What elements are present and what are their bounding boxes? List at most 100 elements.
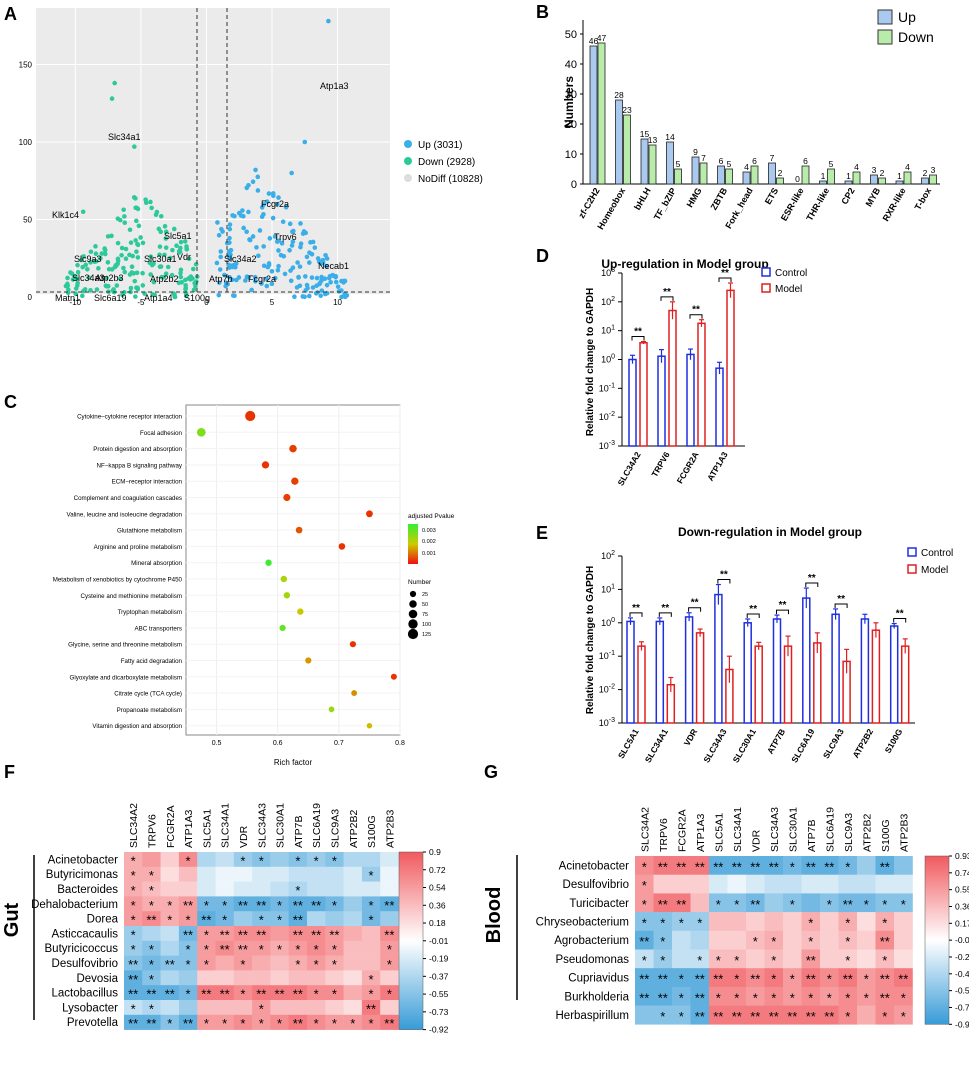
- down-point: [136, 223, 142, 229]
- heatmap-column-label: ATP2B2: [348, 810, 360, 848]
- up-point: [339, 278, 344, 284]
- heatmap-cell: [894, 893, 913, 913]
- heatmap-row-label: Butyricimonas: [46, 869, 118, 881]
- up-point: [233, 264, 238, 270]
- heatmap-row-label: Bacteroides: [57, 884, 118, 896]
- gene-tick: S100G: [883, 727, 905, 755]
- heatmap-cell: [801, 949, 821, 969]
- scale-label: -0.92: [429, 1025, 449, 1035]
- down-point: [190, 266, 196, 272]
- down-point: [98, 255, 103, 261]
- heatmap-cell: [343, 1000, 363, 1016]
- up-point: [230, 277, 235, 283]
- pathway-label: Vitamin digestion and absorption: [92, 723, 182, 730]
- down-point: [84, 266, 90, 272]
- pathway-bubble: [390, 673, 397, 680]
- up-point: [312, 245, 318, 250]
- heatmap-cell: [857, 893, 876, 913]
- heatmap-cell: [820, 912, 839, 932]
- up-point: [289, 170, 294, 176]
- legend-down-marker: [404, 157, 412, 165]
- n-tick: 125: [422, 632, 431, 638]
- heatmap-cell: [252, 955, 271, 971]
- heatmap-cell: [801, 874, 821, 894]
- bar-control: [831, 613, 840, 724]
- pathway-bubble: [338, 543, 346, 550]
- up-point: [218, 254, 224, 260]
- heatmap-cell: [233, 866, 253, 882]
- down-point: [131, 195, 137, 200]
- significance-star: *: [259, 913, 264, 928]
- significance-star: *: [332, 1016, 337, 1031]
- c-x-tick: 0.8: [395, 740, 405, 747]
- heatmap-cell: [343, 955, 363, 971]
- heatmap-cell: [197, 896, 216, 912]
- bar-down: [852, 171, 861, 185]
- scale-label: -0.96: [955, 1019, 969, 1029]
- gene-tick: ATP1A3: [705, 450, 730, 483]
- significance-mark: **: [663, 287, 671, 298]
- significance-star: *: [734, 990, 739, 1005]
- heatmap-cell: [215, 1014, 235, 1030]
- up-point: [302, 139, 308, 145]
- heatmap-cell: [690, 893, 710, 913]
- scale-label: -0.02: [955, 935, 969, 945]
- up-point: [333, 273, 339, 279]
- bar-down: [725, 168, 733, 185]
- heatmap-cell: [197, 911, 216, 927]
- heatmap-cell: [160, 896, 180, 912]
- heatmap-cell: [857, 930, 876, 950]
- significance-star: *: [259, 1016, 264, 1031]
- significance-mark: **: [779, 600, 787, 611]
- up-point: [326, 275, 332, 281]
- heatmap-row-label: Turicibacter: [569, 898, 629, 910]
- heatmap-row-label: Pseudomonas: [555, 954, 629, 966]
- significance-star: *: [808, 934, 813, 949]
- up-point: [246, 275, 252, 280]
- bar-up: [742, 171, 751, 185]
- heatmap-cell: [820, 893, 839, 913]
- heatmap-cell: [746, 856, 765, 875]
- heatmap-cell: [764, 986, 784, 1006]
- heatmap-cell: [288, 896, 308, 912]
- up-point: [227, 235, 232, 241]
- heatmap-cell: [288, 866, 308, 882]
- log-y-tick: 102: [601, 296, 615, 307]
- down-point: [163, 245, 169, 250]
- up-point: [270, 191, 276, 196]
- heatmap-cell: [820, 968, 839, 988]
- up-point: [280, 219, 286, 225]
- significance-star: *: [369, 868, 374, 883]
- bar-value-label: 9: [693, 147, 698, 157]
- heatmap-cell: [307, 1014, 326, 1030]
- significance-star: *: [204, 942, 209, 957]
- significance-star: *: [204, 1016, 209, 1031]
- significance-star: *: [131, 1001, 136, 1016]
- significance-star: *: [167, 913, 172, 928]
- up-point: [298, 244, 303, 250]
- significance-star: *: [277, 913, 282, 928]
- heatmap-cell: [178, 1014, 198, 1030]
- heatmap-cell: [307, 1000, 326, 1016]
- log-y-tick: 100: [601, 354, 615, 365]
- significance-bracket: [629, 612, 643, 617]
- down-point: [115, 256, 121, 262]
- heatmap-cell: [288, 911, 308, 927]
- up-point: [318, 261, 324, 266]
- a-y-tick: 100: [19, 138, 33, 147]
- bar-down: [597, 42, 606, 185]
- bar-value-label: 5: [727, 159, 732, 169]
- significance-star: *: [864, 990, 869, 1005]
- down-point: [109, 267, 115, 272]
- gene-tick: ATP2B2: [850, 727, 875, 760]
- up-point: [259, 281, 264, 286]
- significance-star: *: [845, 859, 850, 874]
- down-point: [119, 252, 124, 258]
- up-point: [306, 260, 312, 265]
- heatmap-row-label: Cupriavidus: [568, 973, 629, 985]
- heatmap-column-label: SLC5A1: [713, 813, 725, 852]
- scale-label: 0.36: [955, 901, 969, 911]
- heatmap-cell: [727, 856, 747, 875]
- significance-star: *: [679, 1009, 684, 1024]
